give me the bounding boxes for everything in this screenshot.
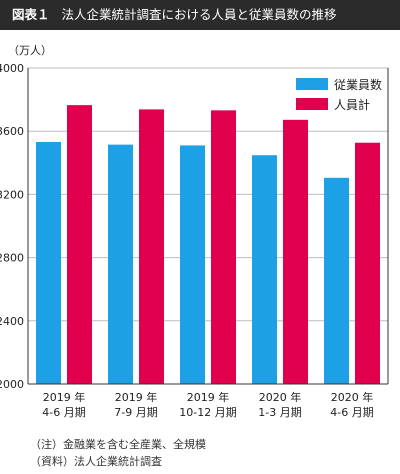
legend-label: 人員計 [334, 97, 370, 112]
bar-total-staff [283, 119, 308, 384]
y-tick-label: 3200 [0, 188, 24, 201]
bar-chart: 2000 2400 2800 3200 3600 4000 （万人） 2019 年 4-6 月期… [0, 44, 389, 419]
x-tick-label: 4-6 月期 [330, 406, 373, 419]
chart-notes: （注）金融業を含む全産業、全規模 （資料）法人企業統計調査 [30, 436, 206, 470]
y-tick-label: 3600 [0, 125, 24, 138]
x-tick-label: 2019 年 [187, 390, 230, 404]
bar-employees [108, 144, 133, 384]
x-tick-label: 7-9 月期 [114, 406, 157, 419]
x-tick-label: 4-6 月期 [42, 406, 85, 419]
bar-employees [324, 177, 349, 384]
x-tick-label: 10-12 月期 [179, 406, 236, 419]
bar-total-staff [211, 110, 236, 385]
x-tick-label: 2020 年 [331, 390, 374, 404]
y-tick-label: 2000 [0, 378, 24, 391]
title-bar: 図表１ 法人企業統計調査における人員と従業員数の推移 [0, 0, 400, 30]
bar-employees [180, 145, 205, 384]
x-tick-label: 2019 年 [115, 390, 158, 404]
bar-employees [36, 141, 61, 384]
x-tick-label: 1-3 月期 [258, 406, 301, 419]
legend-label: 従業員数 [334, 77, 382, 92]
bar-total-staff [139, 109, 164, 385]
y-tick-label: 2400 [0, 315, 24, 328]
y-axis-unit: （万人） [8, 44, 52, 57]
figure-label: 図表１ [12, 7, 50, 22]
bar-total-staff [67, 105, 92, 384]
bar-total-staff [355, 142, 380, 384]
source-note: （資料）法人企業統計調査 [30, 455, 162, 468]
legend-swatch [296, 78, 328, 90]
footnote: （注）金融業を含む全産業、全規模 [30, 438, 206, 451]
x-tick-label: 2020 年 [259, 390, 302, 404]
x-tick-label: 2019 年 [43, 390, 86, 404]
chart-title: 法人企業統計調査における人員と従業員数の推移 [61, 7, 337, 22]
y-tick-label: 4000 [0, 62, 24, 75]
y-tick-label: 2800 [0, 252, 24, 265]
legend-swatch [296, 98, 328, 110]
bar-employees [252, 155, 277, 384]
